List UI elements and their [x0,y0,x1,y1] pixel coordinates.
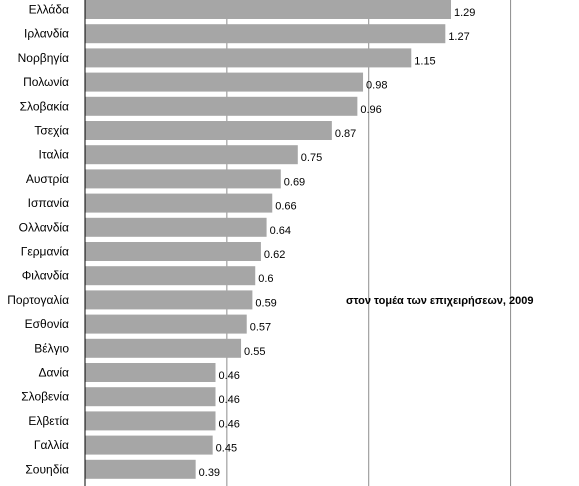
category-label: Εσθονία [25,317,69,331]
bar [85,217,267,237]
value-label: 0.59 [255,297,276,309]
category-label: Ιταλία [39,148,70,162]
category-label: Ιρλανδία [24,27,69,41]
value-label: 0.55 [244,346,265,358]
value-label: 0.62 [264,249,285,261]
bar [85,290,253,310]
category-label: Σλοβενία [21,390,69,404]
value-label: 1.27 [448,31,469,43]
bar [85,72,364,92]
value-label: 0.64 [270,225,291,237]
value-label: 0.39 [199,467,220,479]
category-label: Σλοβακία [20,99,69,113]
category-label: Βέλγιο [34,341,69,355]
value-label: 0.6 [258,273,273,285]
category-label: Δανία [38,366,69,380]
category-label: Ελβετία [28,414,69,428]
category-label: Ελλάδα [29,3,69,17]
category-labels: Ελλάδα Ιρλανδία Νορβηγία Πολωνία Σλοβακία Τσε… [7,3,69,477]
chart-annotation: στον τομέα των επιχειρήσεων, 2009 [346,295,534,307]
bar [85,338,242,358]
value-labels: 1.29 1.27 1.15 0.98 0.96 0.87 0.75 0.69 0.66 0.64… [199,7,476,479]
bars [85,0,451,479]
value-label: 0.96 [360,104,381,116]
bar [85,0,451,19]
bar [85,24,446,44]
value-label: 1.29 [454,7,475,19]
bar [85,193,273,213]
value-label: 0.66 [275,201,296,213]
category-label: Φιλανδία [22,269,69,283]
bar [85,169,281,189]
bar [85,435,213,455]
bar [85,242,261,261]
bar [85,411,216,431]
category-label: Γαλλία [34,438,69,452]
category-label: Πολωνία [23,75,69,89]
value-label: 0.46 [219,394,240,406]
category-label: Πορτογαλία [7,293,69,307]
value-label: 0.46 [219,370,240,382]
value-label: 0.45 [216,443,237,455]
bar [85,459,196,479]
bar [85,96,358,116]
value-label: 0.69 [284,176,305,188]
value-label: 1.15 [414,55,435,67]
category-label: Σουηδία [25,462,69,476]
category-label: Ισπανία [28,196,69,210]
bar [85,266,256,286]
bar [85,145,298,165]
category-label: Γερμανία [21,245,69,259]
bar [85,363,216,382]
value-label: 0.98 [366,80,387,92]
value-label: 0.75 [301,152,322,164]
value-label: 0.46 [219,418,240,430]
value-label: 0.57 [250,322,271,334]
bar [85,314,247,334]
bar [85,387,216,407]
category-label: Τσεχία [34,124,69,138]
value-label: 0.87 [335,128,356,140]
bar [85,48,412,68]
bar [85,121,332,140]
category-label: Αυστρία [26,172,69,186]
category-label: Ολλανδία [19,220,69,234]
category-label: Νορβηγία [18,51,69,65]
